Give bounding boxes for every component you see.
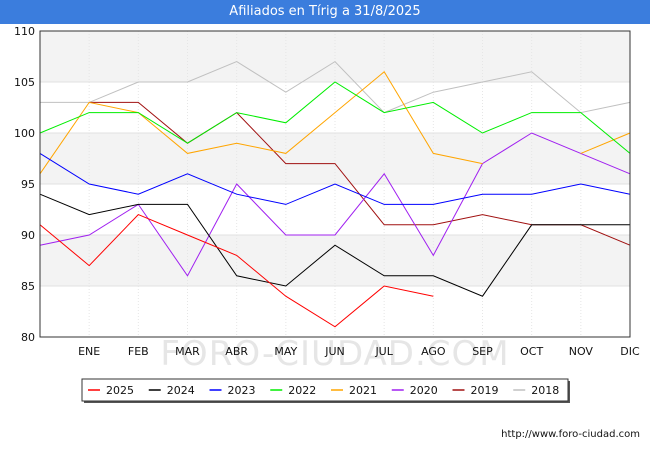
legend-label-2018: 2018 [531,384,559,397]
grid-band [40,133,630,184]
x-tick-label: ENE [78,345,100,358]
x-tick-label: DIC [620,345,640,358]
legend-label-2020: 2020 [410,384,438,397]
legend-label-2022: 2022 [288,384,316,397]
y-tick-label: 85 [21,280,35,293]
x-tick-label: MAR [175,345,200,358]
x-tick-label: SEP [472,345,493,358]
x-tick-label: JUL [374,345,393,358]
x-tick-label: OCT [520,345,543,358]
y-tick-label: 80 [21,331,35,344]
grid-band [40,235,630,286]
line-chart: FORO-CIUDAD.COM 80859095100105110 ENE FEB… [0,0,650,450]
y-tick-label: 100 [14,127,35,140]
legend: 2025 2024 2023 2022 2021 2020 2019 2018 [82,379,570,403]
y-axis-ticks: 80 85 90 95 100 105 110 [14,25,35,344]
y-tick-label: 110 [14,25,35,38]
x-tick-label: MAY [274,345,297,358]
grid-band [40,31,630,82]
x-tick-label: AGO [421,345,446,358]
y-tick-label: 105 [14,76,35,89]
legend-label-2019: 2019 [471,384,499,397]
x-tick-label: NOV [569,345,594,358]
y-tick-label: 90 [21,229,35,242]
legend-label-2021: 2021 [349,384,377,397]
series-lines [40,62,630,327]
legend-label-2025: 2025 [106,384,134,397]
y-tick-label: 95 [21,178,35,191]
x-tick-label: JUN [324,345,345,358]
source-url: http://www.foro-ciudad.com [501,429,640,440]
x-tick-label: FEB [128,345,149,358]
legend-label-2023: 2023 [228,384,256,397]
x-tick-label: ABR [225,345,248,358]
legend-label-2024: 2024 [167,384,195,397]
